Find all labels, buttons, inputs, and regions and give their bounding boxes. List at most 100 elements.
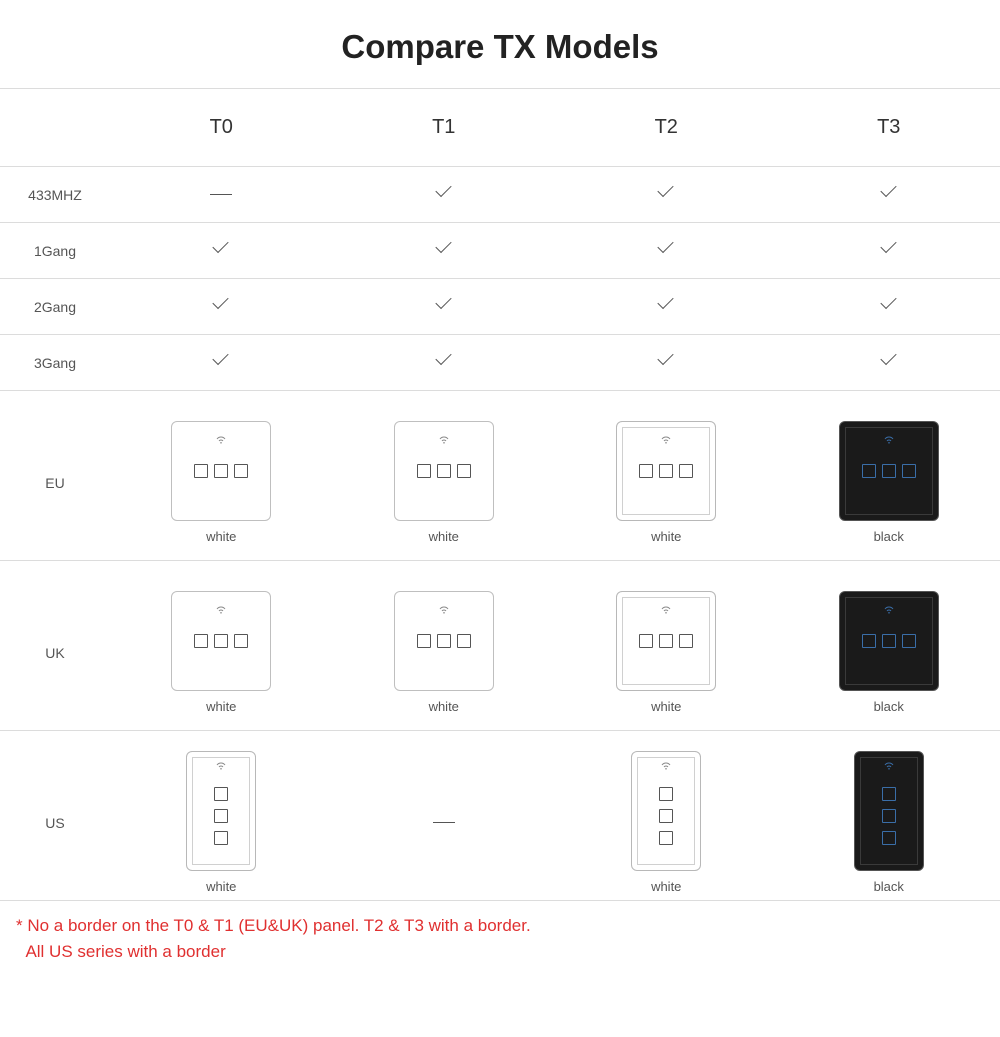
check-icon	[878, 243, 900, 255]
cell	[778, 335, 1000, 391]
row-us: US white white black	[0, 731, 1000, 901]
touch-button-icon	[882, 634, 896, 648]
touch-button-icon	[194, 464, 208, 478]
check-icon	[655, 355, 677, 367]
wifi-icon	[216, 606, 226, 614]
wifi-icon	[439, 436, 449, 444]
wifi-icon	[661, 762, 671, 770]
touch-button-icon	[417, 634, 431, 648]
check-icon	[433, 187, 455, 199]
touch-button-icon	[882, 464, 896, 478]
touch-buttons	[194, 634, 248, 648]
touch-button-icon	[882, 809, 896, 823]
touch-button-icon	[214, 809, 228, 823]
panel-wrap: white	[110, 591, 333, 714]
panel-cell: white	[555, 561, 778, 731]
switch-panel	[631, 751, 701, 871]
touch-button-icon	[214, 787, 228, 801]
row-label: EU	[0, 391, 110, 561]
panel-wrap: white	[333, 591, 556, 714]
touch-buttons	[417, 464, 471, 478]
touch-buttons	[862, 634, 916, 648]
cell	[110, 279, 333, 335]
touch-button-icon	[659, 831, 673, 845]
panel-cell: black	[778, 731, 1000, 901]
panel-wrap: black	[778, 421, 1000, 544]
switch-panel	[854, 751, 924, 871]
panel-cell: white	[110, 391, 333, 561]
panel-cell: white	[333, 561, 556, 731]
touch-button-icon	[437, 464, 451, 478]
switch-panel	[394, 421, 494, 521]
cell	[333, 167, 556, 223]
touch-button-icon	[659, 787, 673, 801]
touch-buttons	[659, 787, 673, 845]
touch-button-icon	[639, 634, 653, 648]
wifi-icon	[884, 762, 894, 770]
col-header-t3: T3	[778, 89, 1000, 167]
wifi-icon	[216, 436, 226, 444]
panel-wrap: black	[778, 751, 1000, 894]
table-header-row: T0 T1 T2 T3	[0, 89, 1000, 167]
cell	[555, 167, 778, 223]
panel-cell: white	[333, 391, 556, 561]
panel-wrap: white	[110, 421, 333, 544]
switch-panel	[839, 421, 939, 521]
panel-color-label: black	[874, 529, 904, 544]
check-icon	[878, 299, 900, 311]
wifi-icon	[439, 606, 449, 614]
wifi-icon	[216, 762, 226, 770]
cell	[333, 335, 556, 391]
touch-button-icon	[437, 634, 451, 648]
switch-panel	[839, 591, 939, 691]
dash-icon	[210, 194, 232, 195]
row-433mhz: 433MHZ	[0, 167, 1000, 223]
touch-button-icon	[214, 831, 228, 845]
switch-panel	[171, 421, 271, 521]
panel-cell: black	[778, 391, 1000, 561]
wifi-icon	[884, 606, 894, 614]
wifi-icon	[884, 436, 894, 444]
touch-button-icon	[417, 464, 431, 478]
row-eu: EU white white white black	[0, 391, 1000, 561]
header-empty	[0, 89, 110, 167]
cell	[110, 223, 333, 279]
check-icon	[655, 243, 677, 255]
switch-panel	[186, 751, 256, 871]
touch-button-icon	[639, 464, 653, 478]
panel-color-label: black	[874, 879, 904, 894]
cell	[778, 223, 1000, 279]
cell	[778, 279, 1000, 335]
col-header-t0: T0	[110, 89, 333, 167]
col-header-t2: T2	[555, 89, 778, 167]
check-icon	[655, 187, 677, 199]
cell	[333, 279, 556, 335]
panel-cell: white	[555, 391, 778, 561]
check-icon	[433, 243, 455, 255]
touch-button-icon	[882, 787, 896, 801]
footnote-line1: * No a border on the T0 & T1 (EU&UK) pan…	[16, 913, 984, 939]
footnote: * No a border on the T0 & T1 (EU&UK) pan…	[0, 901, 1000, 986]
touch-button-icon	[679, 634, 693, 648]
page-title: Compare TX Models	[0, 0, 1000, 88]
wifi-icon	[661, 436, 671, 444]
touch-button-icon	[862, 634, 876, 648]
panel-color-label: white	[206, 699, 236, 714]
wifi-icon	[661, 606, 671, 614]
panel-wrap: white	[555, 751, 778, 894]
check-icon	[878, 355, 900, 367]
panel-wrap: white	[555, 421, 778, 544]
dash-icon	[433, 822, 455, 823]
row-1gang: 1Gang	[0, 223, 1000, 279]
panel-wrap: black	[778, 591, 1000, 714]
panel-cell: white	[555, 731, 778, 901]
row-label: 3Gang	[0, 335, 110, 391]
panel-cell: black	[778, 561, 1000, 731]
touch-button-icon	[882, 831, 896, 845]
touch-buttons	[194, 464, 248, 478]
check-icon	[210, 243, 232, 255]
touch-button-icon	[659, 464, 673, 478]
touch-buttons	[639, 634, 693, 648]
panel-cell: white	[110, 561, 333, 731]
panel-color-label: white	[651, 879, 681, 894]
